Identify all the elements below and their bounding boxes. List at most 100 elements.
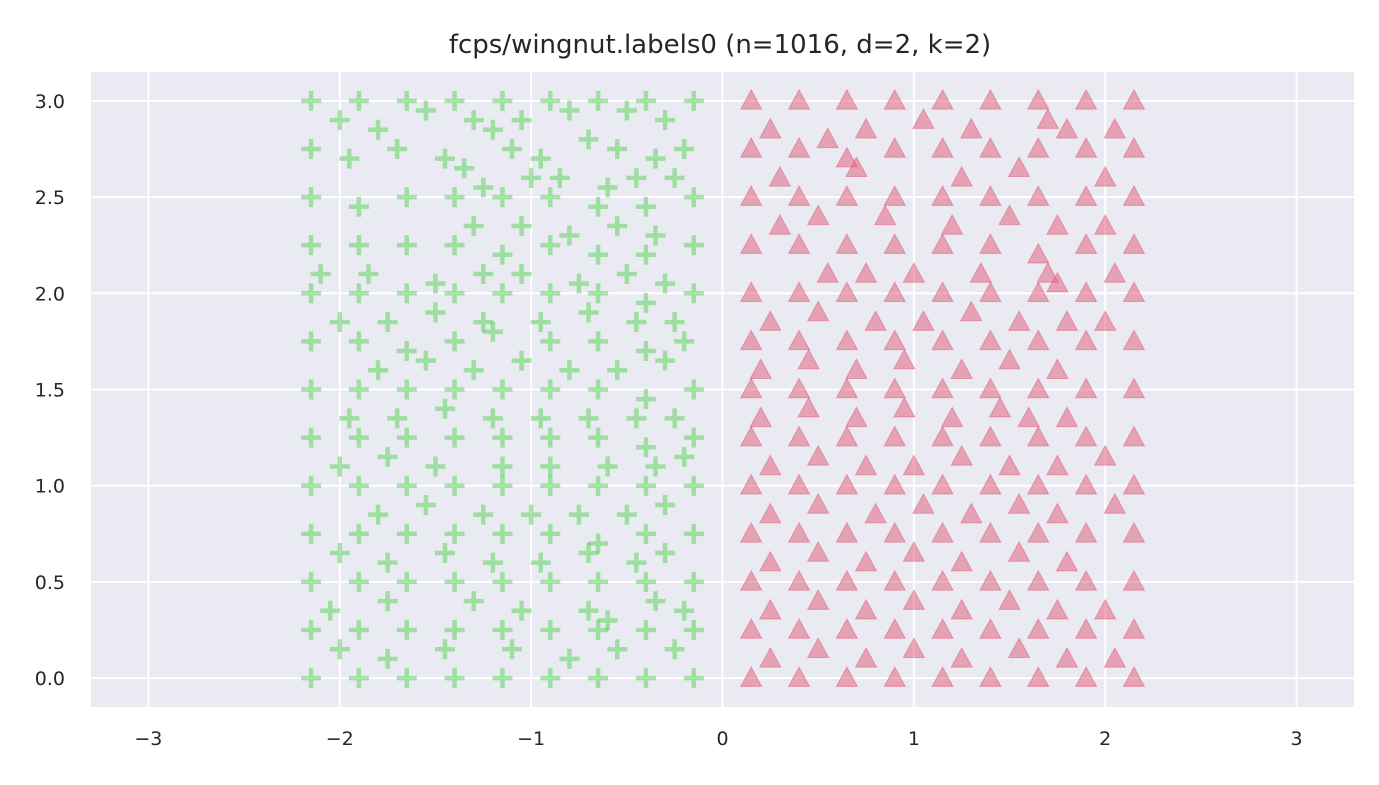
- plus-marker: [444, 620, 465, 641]
- plus-marker: [348, 331, 369, 352]
- triangle-marker: [1074, 281, 1098, 303]
- plus-marker: [683, 668, 704, 689]
- triangle-marker: [1046, 454, 1069, 476]
- triangle-marker: [787, 88, 811, 110]
- plus-marker: [635, 341, 656, 362]
- triangle-marker: [1007, 541, 1031, 562]
- triangle-marker: [1122, 233, 1146, 254]
- triangle-marker: [759, 454, 782, 476]
- plus-marker: [540, 620, 561, 641]
- x-tick-label: 2: [1099, 728, 1111, 750]
- x-tick-label: −1: [517, 728, 545, 750]
- plus-marker: [463, 110, 484, 131]
- plus-marker: [635, 475, 656, 496]
- plus-marker: [588, 533, 609, 554]
- triangle-marker: [979, 521, 1002, 543]
- plus-marker: [415, 350, 436, 371]
- triangle-marker: [797, 348, 820, 370]
- y-tick-label: 1.0: [35, 476, 65, 498]
- triangle-marker: [959, 117, 983, 139]
- triangle-marker: [845, 406, 868, 428]
- plus-marker: [348, 427, 369, 448]
- plus-marker: [454, 158, 475, 179]
- plus-marker: [549, 167, 570, 188]
- plus-marker: [301, 283, 322, 304]
- plus-marker: [482, 552, 503, 573]
- triangle-marker: [835, 281, 859, 303]
- triangle-marker: [979, 233, 1002, 254]
- plus-marker: [540, 456, 561, 477]
- plus-marker: [540, 475, 561, 496]
- triangle-marker: [1046, 271, 1069, 293]
- triangle-marker: [739, 521, 763, 543]
- triangle-marker: [1074, 185, 1098, 206]
- plus-marker: [588, 668, 609, 689]
- plus-marker: [301, 379, 322, 400]
- plus-marker: [635, 90, 656, 111]
- triangle-marker: [749, 406, 773, 428]
- triangle-marker: [1074, 617, 1098, 639]
- triangle-marker: [1026, 329, 1050, 351]
- plus-marker: [588, 90, 609, 111]
- plus-marker: [635, 668, 656, 689]
- triangle-marker: [931, 377, 954, 399]
- plus-marker: [435, 639, 456, 660]
- triangle-marker: [998, 454, 1021, 476]
- triangle-marker: [759, 310, 782, 331]
- plus-marker: [396, 475, 417, 496]
- plus-marker: [320, 600, 341, 621]
- triangle-marker: [1074, 233, 1098, 254]
- plus-marker: [463, 215, 484, 236]
- triangle-marker: [893, 396, 916, 418]
- triangle-marker: [739, 88, 763, 110]
- plus-marker: [492, 427, 513, 448]
- triangle-marker: [998, 589, 1021, 610]
- plus-marker: [444, 379, 465, 400]
- triangle-marker: [979, 377, 1002, 399]
- plus-marker: [664, 408, 685, 429]
- plus-marker: [348, 235, 369, 256]
- triangle-marker: [845, 358, 868, 380]
- plus-marker: [396, 90, 417, 111]
- plus-marker: [664, 167, 685, 188]
- triangle-marker: [1026, 242, 1050, 264]
- triangle-marker: [1093, 444, 1117, 466]
- plus-marker: [444, 571, 465, 592]
- plus-marker: [559, 225, 580, 246]
- plus-marker: [655, 543, 676, 564]
- plus-marker: [492, 244, 513, 265]
- plus-marker: [540, 523, 561, 544]
- plus-marker: [492, 475, 513, 496]
- triangle-marker: [883, 521, 907, 543]
- plus-marker: [521, 504, 542, 525]
- triangle-marker: [854, 454, 878, 476]
- plus-marker: [377, 312, 398, 333]
- triangle-marker: [1036, 261, 1060, 283]
- triangle-marker: [1046, 358, 1069, 380]
- plus-marker: [568, 504, 589, 525]
- plus-marker: [310, 264, 331, 285]
- triangle-marker: [759, 502, 782, 524]
- triangle-marker: [883, 617, 907, 639]
- triangle-marker: [931, 185, 954, 206]
- plus-marker: [674, 331, 695, 352]
- triangle-marker: [902, 589, 926, 610]
- plus-marker: [540, 331, 561, 352]
- triangle-marker: [1074, 88, 1098, 110]
- triangle-marker: [1122, 617, 1146, 639]
- plus-marker: [578, 543, 599, 564]
- plus-marker: [530, 148, 551, 169]
- triangle-marker: [759, 646, 782, 668]
- plus-marker: [377, 648, 398, 669]
- triangle-marker: [835, 666, 859, 687]
- plus-marker: [329, 312, 350, 333]
- plus-marker: [540, 187, 561, 208]
- plus-marker: [425, 302, 446, 323]
- series-layer: [301, 88, 1146, 689]
- triangle-marker: [1055, 646, 1079, 668]
- plus-marker: [655, 110, 676, 131]
- triangle-marker: [883, 666, 907, 687]
- plus-marker: [597, 610, 618, 631]
- triangle-marker: [1103, 492, 1127, 514]
